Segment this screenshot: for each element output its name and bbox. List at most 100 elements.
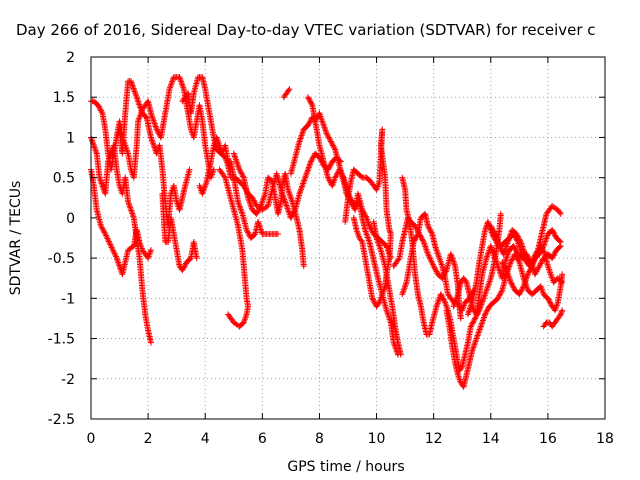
data-point: [552, 232, 559, 239]
data-point: [517, 289, 524, 296]
data-point: [148, 111, 155, 118]
data-point: [430, 263, 437, 270]
data-point: [497, 245, 504, 252]
data-point: [180, 265, 187, 272]
data-point: [535, 264, 542, 271]
data-point: [514, 233, 521, 240]
y-tick-label: 1: [66, 130, 75, 146]
data-point: [130, 83, 137, 90]
data-point: [301, 176, 308, 183]
series-15: [390, 214, 464, 322]
series-5: [159, 190, 200, 274]
data-point: [92, 146, 99, 153]
data-point: [257, 204, 264, 211]
data-point: [549, 228, 556, 235]
data-point: [307, 160, 314, 167]
data-point: [245, 230, 252, 237]
series-22: [499, 243, 566, 298]
data-point: [512, 247, 519, 254]
data-point: [432, 267, 439, 274]
data-point: [129, 81, 136, 88]
y-tick-label: 1.5: [53, 90, 75, 106]
data-point: [114, 258, 121, 265]
data-point: [325, 133, 332, 140]
data-point: [527, 265, 534, 272]
data-point: [333, 171, 340, 178]
data-point: [240, 173, 247, 180]
data-point: [534, 267, 541, 274]
data-point: [230, 150, 237, 157]
data-point: [550, 229, 557, 236]
data-point: [330, 142, 337, 149]
data-point: [373, 303, 380, 310]
data-point: [514, 232, 521, 239]
data-point: [437, 291, 444, 298]
data-point: [469, 319, 476, 326]
data-point: [432, 265, 439, 272]
data-point: [325, 174, 332, 181]
data-point: [412, 235, 419, 241]
data-point: [99, 225, 106, 232]
series-8: [216, 166, 252, 330]
data-point: [302, 174, 309, 181]
data-point: [234, 160, 241, 167]
data-point: [340, 173, 347, 180]
data-point: [509, 256, 516, 263]
data-point: [510, 243, 517, 250]
data-point: [305, 165, 312, 172]
data-point: [331, 145, 338, 152]
series-9: [230, 150, 307, 270]
data-point: [153, 124, 160, 131]
data-point: [235, 163, 242, 170]
data-point: [127, 78, 134, 85]
data-point: [149, 114, 156, 121]
data-point: [552, 249, 559, 256]
data-point: [427, 228, 434, 235]
data-point: [231, 151, 238, 158]
data-point: [524, 271, 531, 278]
data-point: [88, 135, 95, 142]
data-point: [305, 95, 312, 102]
data-point: [497, 244, 504, 251]
data-point: [559, 271, 566, 278]
data-point: [304, 167, 311, 174]
data-point: [142, 113, 149, 120]
data-point: [309, 155, 316, 162]
data-point: [337, 169, 344, 176]
series-4: [113, 74, 217, 181]
data-point: [155, 129, 162, 136]
data-point: [547, 300, 554, 307]
data-point: [533, 251, 540, 258]
data-point: [516, 291, 523, 298]
data-point: [96, 174, 103, 181]
data-point: [534, 265, 541, 272]
data-point: [517, 288, 524, 295]
data-point: [232, 154, 239, 161]
data-point: [182, 261, 189, 268]
data-point: [557, 210, 564, 217]
x-tick-label: 18: [596, 431, 614, 447]
data-point: [490, 228, 497, 235]
data-point: [127, 204, 134, 211]
data-point: [306, 96, 313, 103]
data-point: [131, 86, 138, 93]
data-point: [275, 230, 282, 237]
data-point: [98, 180, 105, 187]
data-point: [325, 176, 332, 183]
data-point: [283, 203, 290, 210]
data-point: [149, 137, 156, 144]
data-point: [116, 263, 123, 270]
data-point: [547, 299, 554, 306]
data-point: [127, 206, 134, 213]
series-14: [370, 218, 404, 358]
data-point: [304, 168, 311, 175]
data-point: [226, 312, 233, 319]
data-point: [330, 143, 337, 150]
data-point: [117, 265, 124, 272]
data-point: [298, 184, 305, 191]
data-point: [327, 137, 334, 144]
data-point: [471, 316, 478, 323]
data-point: [305, 121, 312, 128]
data-point: [135, 100, 142, 107]
data-point: [370, 298, 377, 305]
